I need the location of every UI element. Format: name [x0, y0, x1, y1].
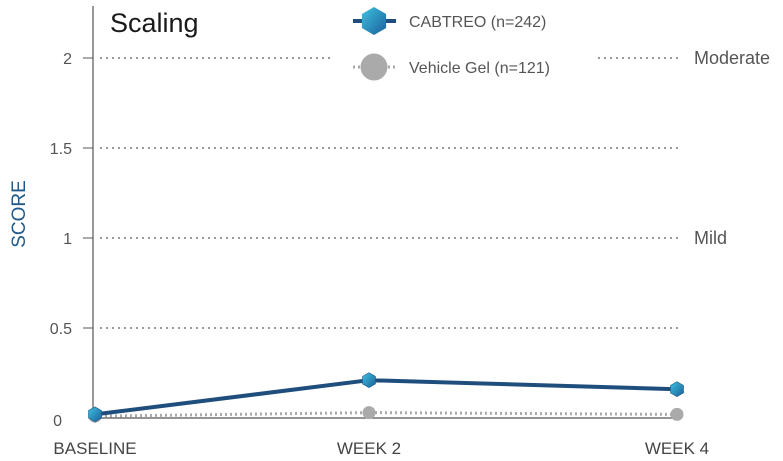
severity-labels: Moderate Mild	[694, 48, 770, 248]
x-tick-labels: BASELINE WEEK 2 WEEK 4	[53, 439, 709, 458]
x-tick-label: WEEK 4	[645, 439, 709, 458]
cabtreo-point	[362, 372, 376, 389]
severity-label: Mild	[694, 228, 727, 248]
cabtreo-point	[670, 381, 684, 398]
cabtreo-line	[94, 378, 678, 417]
y-tick-label: 1	[63, 231, 72, 248]
severity-label: Moderate	[694, 48, 770, 68]
legend-marker-vehicle	[360, 53, 388, 81]
x-tick-label: BASELINE	[53, 439, 136, 458]
legend-marker-cabtreo	[361, 7, 387, 35]
cabtreo-point	[88, 406, 102, 423]
legend: CABTREO (n=242) Vehicle Gel (n=121)	[353, 7, 550, 81]
vehicle-point	[362, 406, 376, 420]
y-tick-label: 0.5	[50, 321, 72, 338]
y-axis-label: SCORE	[9, 180, 30, 248]
axes	[83, 6, 682, 419]
legend-label-cabtreo: CABTREO (n=242)	[409, 14, 546, 31]
vehicle-line	[94, 411, 678, 418]
gridlines	[100, 57, 680, 329]
y-tick-label: 0	[53, 413, 62, 430]
y-tick-label: 2	[63, 51, 72, 68]
vehicle-point	[670, 407, 684, 421]
series-layer	[88, 372, 684, 423]
y-tick-label: 1.5	[50, 141, 72, 158]
y-tick-labels: 0 0.5 1 1.5 2	[50, 51, 72, 430]
chart-title: Scaling	[110, 8, 199, 38]
x-tick-label: WEEK 2	[337, 439, 401, 458]
legend-label-vehicle: Vehicle Gel (n=121)	[409, 60, 550, 77]
